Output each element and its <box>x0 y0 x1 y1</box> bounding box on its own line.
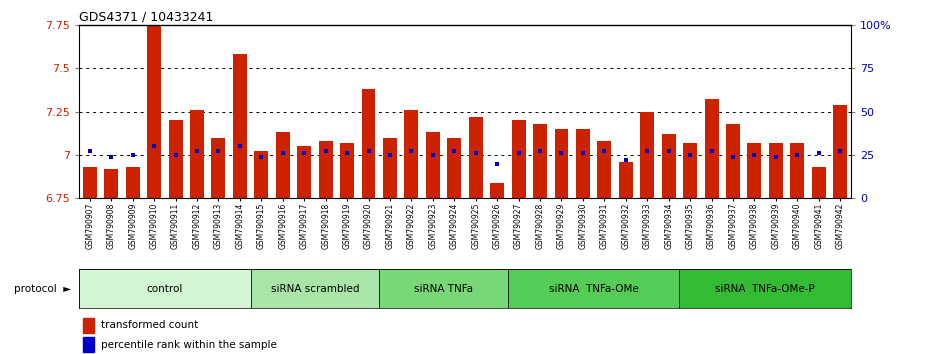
Bar <box>232 54 246 198</box>
Bar <box>508 269 680 308</box>
Text: transformed count: transformed count <box>100 320 198 330</box>
Bar <box>79 269 250 308</box>
Bar <box>383 138 397 198</box>
Bar <box>790 143 804 198</box>
Bar <box>83 318 95 333</box>
Bar <box>405 110 418 198</box>
Bar <box>726 124 740 198</box>
Bar <box>254 152 268 198</box>
Bar <box>211 138 225 198</box>
Bar <box>426 132 440 198</box>
Bar <box>533 124 547 198</box>
Text: protocol  ►: protocol ► <box>14 284 72 293</box>
Bar <box>147 23 161 198</box>
Bar <box>362 89 376 198</box>
Bar <box>104 169 118 198</box>
Bar <box>597 141 611 198</box>
Bar <box>748 143 762 198</box>
Text: control: control <box>147 284 183 293</box>
Text: percentile rank within the sample: percentile rank within the sample <box>100 339 276 350</box>
Text: siRNA scrambled: siRNA scrambled <box>271 284 359 293</box>
Bar <box>340 143 354 198</box>
Bar <box>250 269 379 308</box>
Bar <box>812 167 826 198</box>
Bar <box>554 129 568 198</box>
Bar <box>298 146 312 198</box>
Bar <box>190 110 204 198</box>
Text: siRNA TNFa: siRNA TNFa <box>414 284 473 293</box>
Bar <box>684 143 698 198</box>
Bar <box>618 162 632 198</box>
Text: siRNA  TNFa-OMe-P: siRNA TNFa-OMe-P <box>715 284 815 293</box>
Bar <box>705 99 719 198</box>
Bar <box>576 129 590 198</box>
Text: GDS4371 / 10433241: GDS4371 / 10433241 <box>79 11 213 24</box>
Bar <box>769 143 783 198</box>
Bar <box>168 120 182 198</box>
Bar <box>83 337 95 352</box>
Bar <box>447 138 461 198</box>
Bar <box>379 269 508 308</box>
Bar <box>126 167 140 198</box>
Bar <box>469 117 483 198</box>
Bar <box>319 141 333 198</box>
Bar <box>276 132 290 198</box>
Bar <box>680 269 851 308</box>
Bar <box>640 112 654 198</box>
Bar <box>83 167 97 198</box>
Bar <box>512 120 525 198</box>
Bar <box>833 104 847 198</box>
Bar <box>490 183 504 198</box>
Bar <box>662 134 676 198</box>
Text: siRNA  TNFa-OMe: siRNA TNFa-OMe <box>549 284 639 293</box>
